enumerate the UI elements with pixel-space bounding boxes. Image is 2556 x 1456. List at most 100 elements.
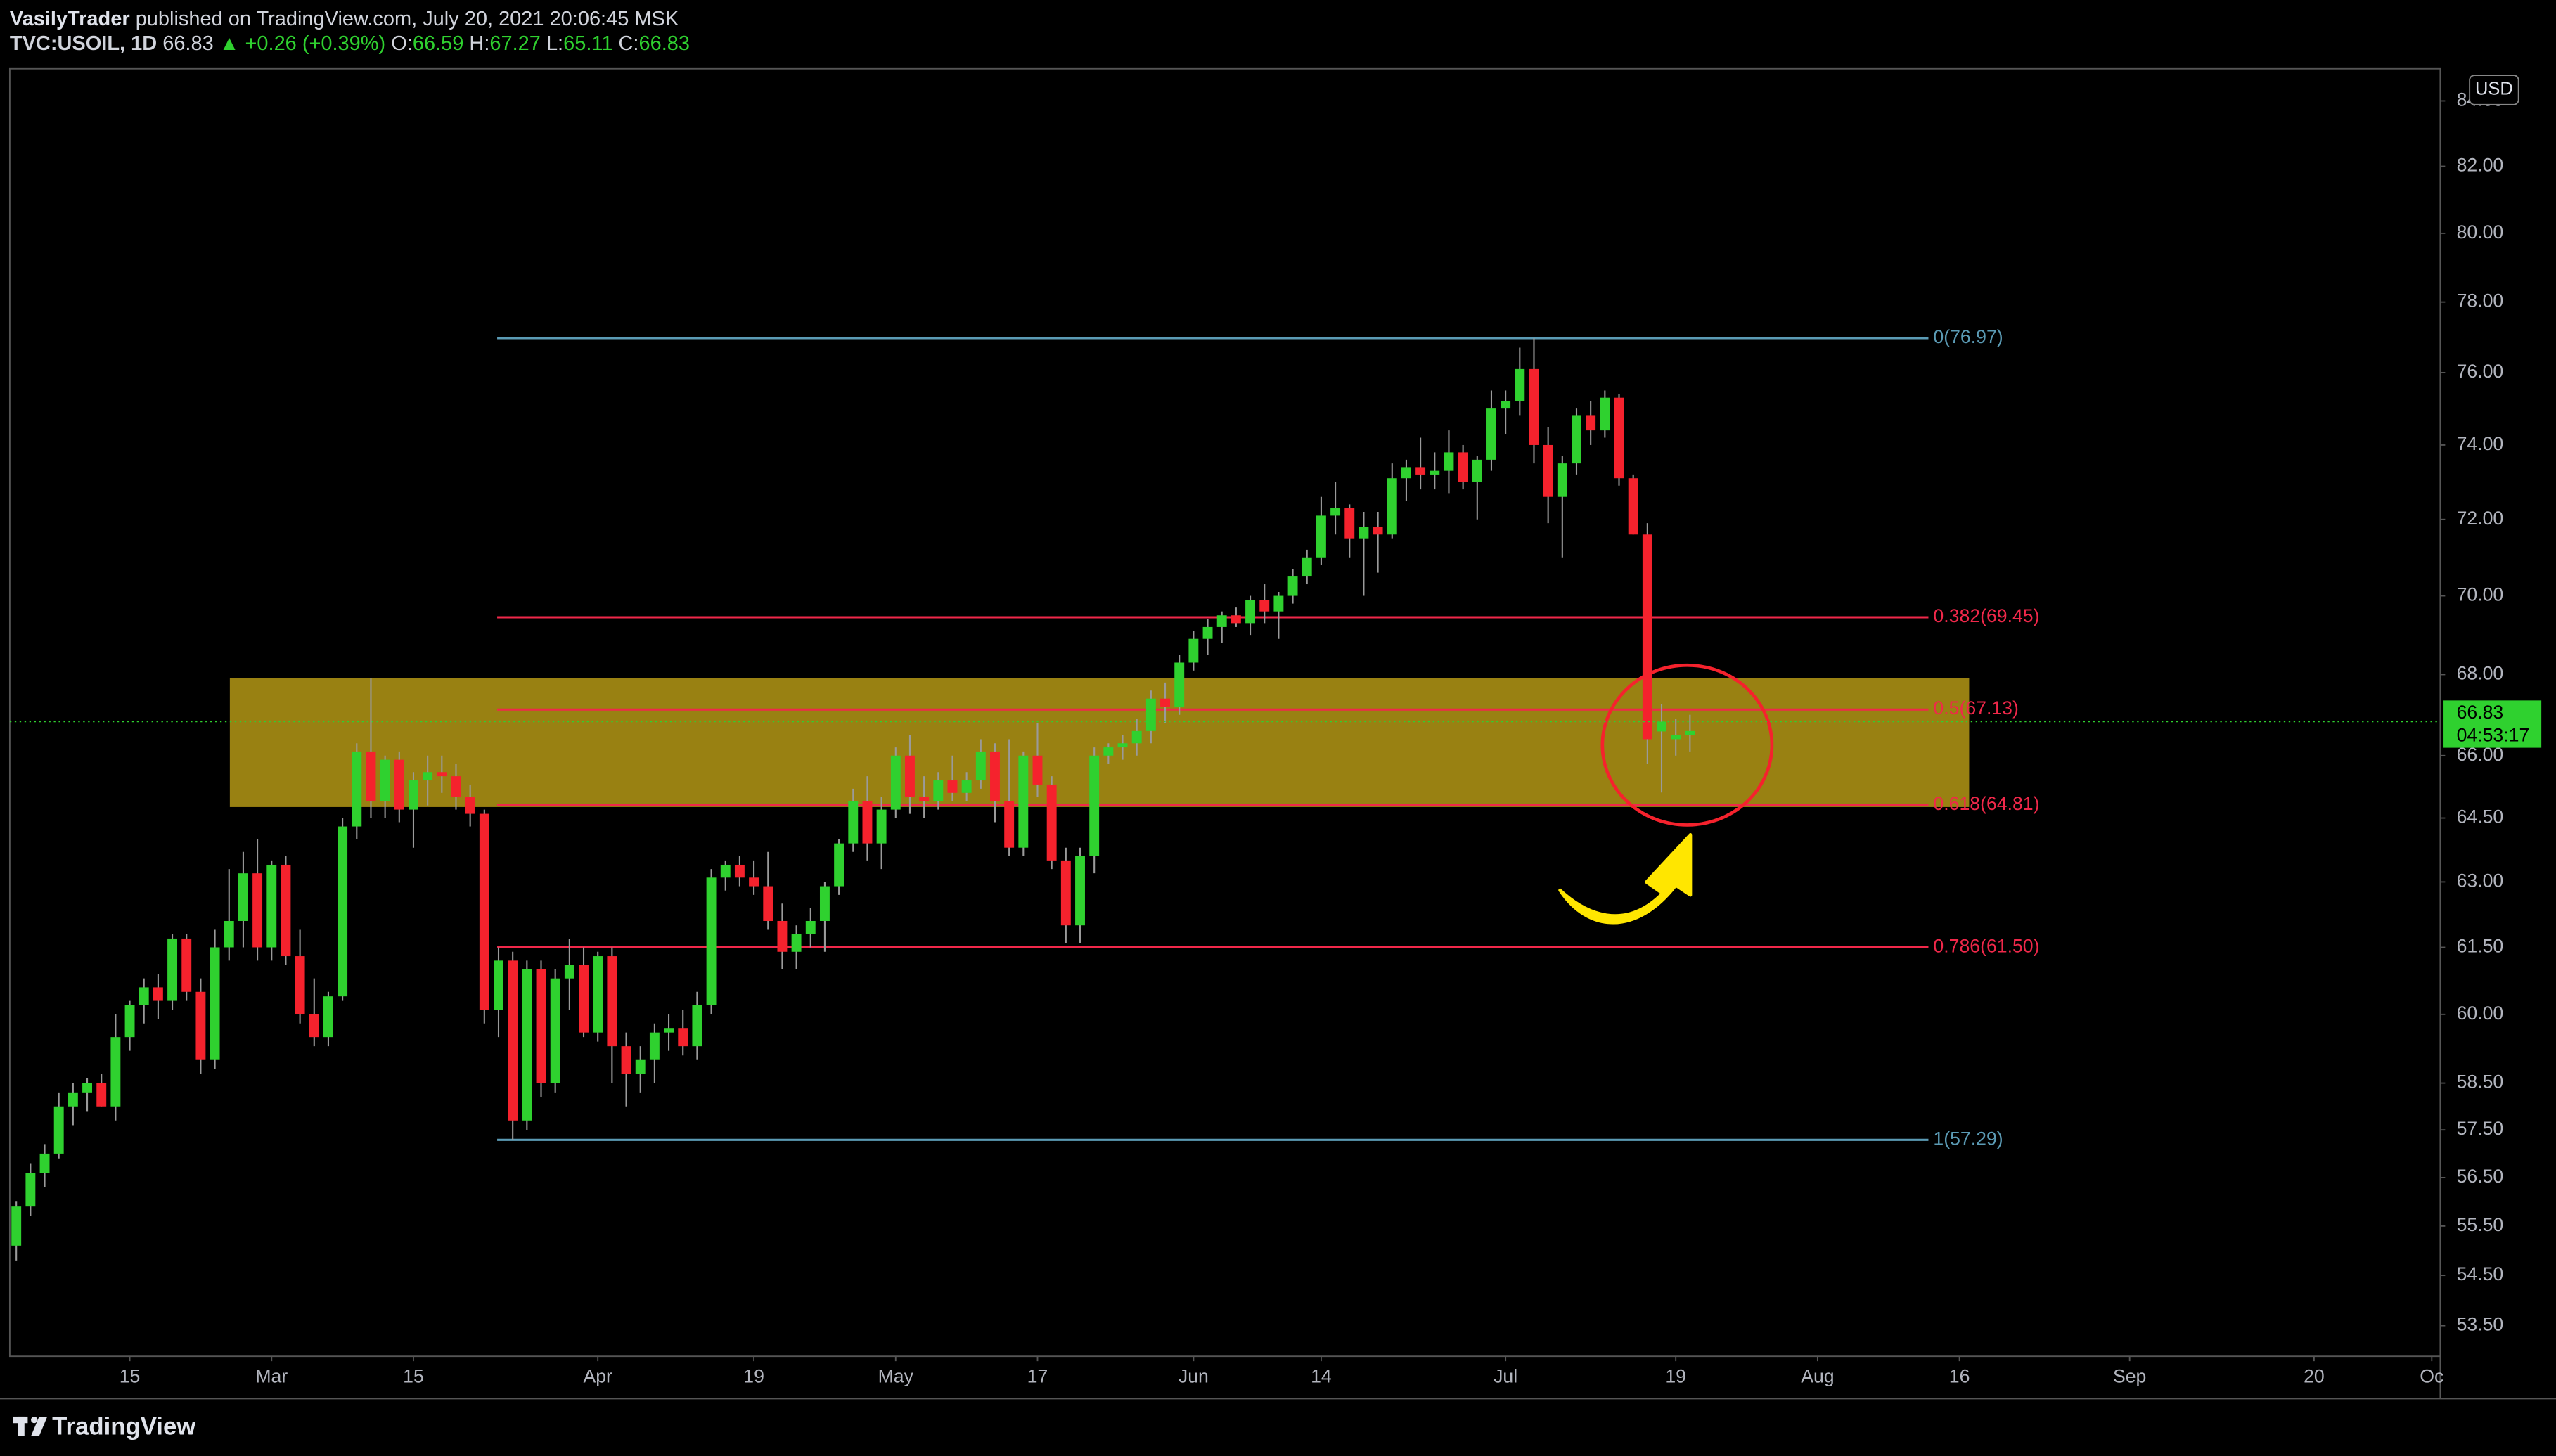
logo-mark [31, 1416, 38, 1424]
candle-body [1401, 467, 1411, 479]
candle-body [1515, 368, 1525, 401]
candle-body [394, 759, 404, 810]
y-tick-label: 70.00 [2457, 584, 2504, 605]
candle-body [649, 1032, 660, 1060]
candle-body [380, 759, 390, 801]
ohlc-value: 67.27 [489, 32, 541, 55]
candle-body [1287, 576, 1298, 596]
x-tick-label: May [878, 1365, 914, 1386]
arrow [1558, 833, 1693, 925]
y-tick-label: 72.00 [2457, 508, 2504, 529]
candle-body [1273, 595, 1284, 612]
candle-body [720, 864, 731, 878]
candle-body [522, 969, 532, 1121]
fib-label: 0.618(64.81) [1933, 793, 2039, 814]
candle-body [777, 920, 788, 952]
plot-layer: 0(76.97) 0.382(69.45) 0.5(67.13) 0.618(64.8… [11, 326, 2040, 1261]
candle-body [68, 1092, 78, 1107]
candle-body [1202, 626, 1213, 639]
candle-body [550, 978, 560, 1083]
candle-body [763, 886, 773, 921]
candle-body [990, 751, 1000, 801]
candle-body [1501, 401, 1511, 409]
price: 66.83 [162, 32, 213, 55]
candle-body [1216, 615, 1227, 627]
x-tick-label: 17 [1027, 1365, 1048, 1386]
candle-body [834, 843, 844, 887]
candle-body [805, 920, 816, 934]
y-tick-label: 74.00 [2457, 433, 2504, 454]
ohlc-value: 66.59 [413, 32, 464, 55]
logo-text: TradingView [52, 1413, 196, 1440]
logo-mark [18, 1416, 25, 1436]
candle-body [1614, 397, 1624, 479]
candle-body [494, 960, 503, 1010]
candle-body [1657, 721, 1666, 732]
highlight-circle [1600, 663, 1774, 827]
candle-body [281, 864, 291, 957]
x-tick-label: 15 [403, 1365, 424, 1386]
candle-body [25, 1173, 36, 1207]
candle-body [1586, 415, 1596, 431]
candle-body [1004, 801, 1015, 848]
candle-body [1131, 730, 1142, 744]
candle-body [238, 873, 248, 921]
ohlc-key: H: [469, 32, 489, 55]
candle-body [1671, 735, 1681, 740]
candle-body [819, 886, 830, 921]
candle-body [323, 996, 333, 1038]
fib-label: 0.5(67.13) [1933, 697, 2018, 719]
change: ▲ +0.26 (+0.39%) [219, 32, 385, 55]
candle-body [1174, 662, 1185, 707]
candle-body [1231, 615, 1241, 624]
symbol-line: TVC:USOIL, 1D 66.83 ▲ +0.26 (+0.39%) O:6… [10, 32, 690, 55]
y-tick-label: 63.00 [2457, 870, 2504, 891]
candle-body [352, 751, 362, 827]
candle-body [706, 877, 717, 1005]
x-tick-label: 19 [743, 1365, 764, 1386]
candle-body [1018, 755, 1029, 848]
candle-body [862, 801, 873, 844]
candle-body [39, 1153, 50, 1173]
candle-body [1302, 557, 1312, 577]
candle-body [479, 813, 489, 1010]
candle-body [593, 956, 603, 1033]
y-tick-label: 80.00 [2457, 221, 2504, 243]
candle-body [409, 780, 418, 810]
ohlc-key: O: [391, 32, 413, 55]
candle-body [1188, 638, 1199, 663]
candle-body [1117, 743, 1128, 748]
candle-body [266, 864, 277, 948]
last-price: 66.83 [2457, 702, 2504, 723]
candle-body [749, 877, 759, 887]
candle-body [82, 1083, 92, 1093]
candle-body [1330, 508, 1341, 516]
candle-body [1472, 459, 1482, 482]
header-line: VasilyTrader published on TradingView.co… [10, 8, 679, 30]
candle-body [1160, 698, 1170, 707]
candle-body [1529, 368, 1539, 445]
candle-body [1628, 478, 1638, 535]
candle-body [1075, 856, 1085, 926]
support-zone [229, 678, 1970, 807]
candle-body [919, 797, 930, 801]
ohlc-key: C: [619, 32, 639, 55]
candle-body [621, 1046, 631, 1074]
candle-body [1373, 527, 1383, 535]
candle-body [1060, 860, 1071, 926]
candle-body [1543, 444, 1553, 497]
candle-body [451, 776, 461, 797]
candle-body [1046, 784, 1057, 861]
candle-body [1557, 463, 1567, 497]
candle-body [905, 755, 915, 797]
candle-body [1572, 415, 1581, 464]
candle-body [876, 809, 887, 844]
y-tick-label: 61.50 [2457, 936, 2504, 957]
candle-body [607, 956, 617, 1047]
candle-body [1685, 730, 1695, 735]
candle-body [96, 1083, 107, 1107]
fib-label: 0.382(69.45) [1933, 605, 2039, 626]
y-tick-label: 53.50 [2457, 1314, 2504, 1335]
candle-body [1032, 755, 1043, 785]
